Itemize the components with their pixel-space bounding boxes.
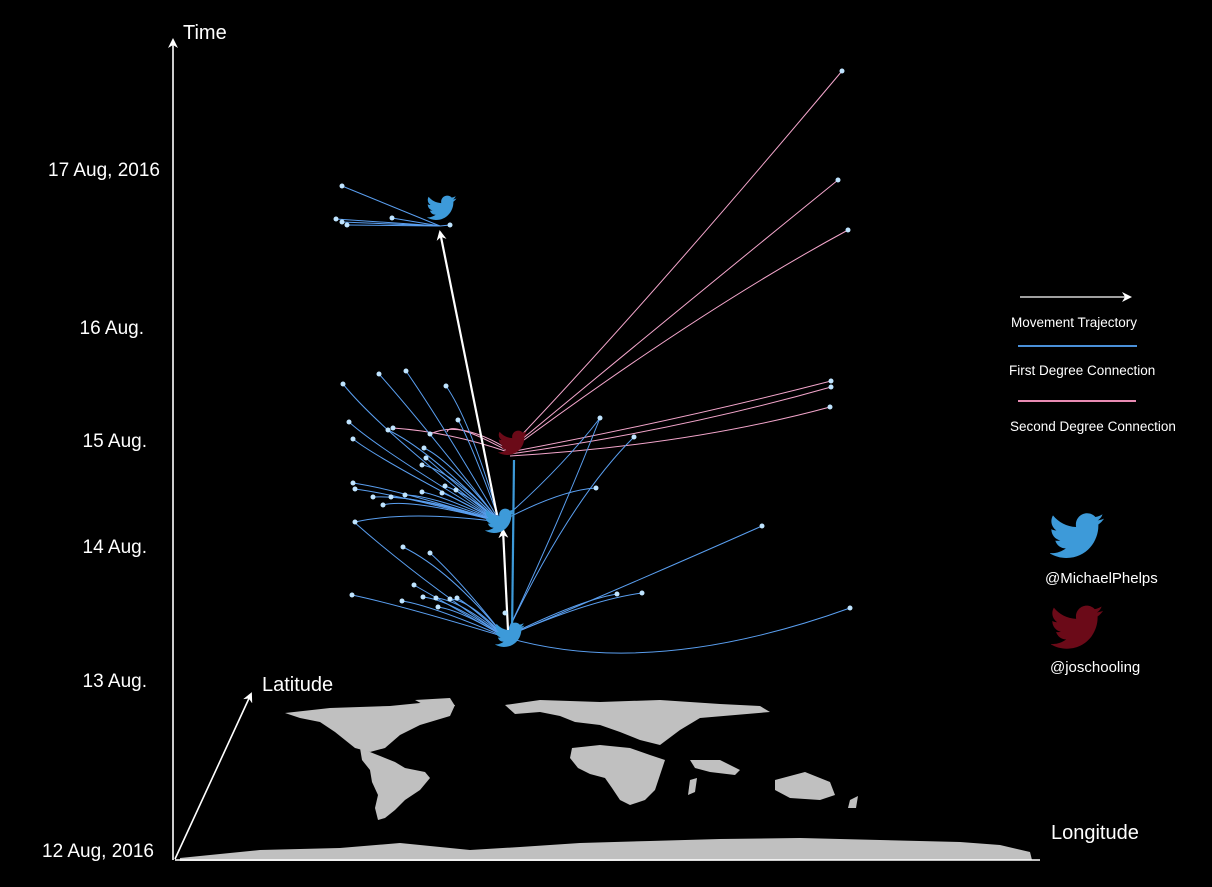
- time-tick: 14 Aug.: [82, 537, 147, 558]
- world-map-plane: [180, 698, 1032, 861]
- tweet-nodes: [333, 68, 853, 616]
- legend-first-degree: First Degree Connection: [1009, 363, 1156, 378]
- twitter-bird-icon: [1050, 513, 1105, 558]
- legend-lines: [1018, 292, 1137, 402]
- movement-trajectory: [436, 230, 510, 631]
- time-tick: 13 Aug.: [82, 671, 147, 692]
- account-handle-schooling: @joschooling: [1050, 659, 1141, 676]
- twitter-bird-icon: [1051, 605, 1104, 649]
- axes: [168, 38, 1040, 861]
- time-tick: 12 Aug, 2016: [42, 841, 154, 862]
- account-handle-phelps: @MichaelPhelps: [1045, 570, 1158, 587]
- latitude-axis-label: Latitude: [262, 674, 334, 696]
- second-degree-connections: [392, 70, 849, 457]
- legend-second-degree: Second Degree Connection: [1010, 419, 1176, 434]
- longitude-axis-label: Longitude: [1051, 822, 1139, 844]
- time-tick: 17 Aug, 2016: [48, 160, 160, 181]
- time-tick: 16 Aug.: [79, 318, 144, 339]
- twitter-bird-icon: [498, 430, 528, 455]
- legend-movement-trajectory: Movement Trajectory: [1011, 315, 1138, 330]
- time-tick: 15 Aug.: [82, 431, 147, 452]
- time-axis-label: Time: [183, 22, 227, 44]
- schooling-markers: [498, 430, 528, 455]
- phelps-markers: [427, 195, 525, 647]
- twitter-bird-icon: [485, 508, 515, 533]
- twitter-bird-icon: [427, 195, 457, 220]
- latitude-axis: [174, 692, 253, 860]
